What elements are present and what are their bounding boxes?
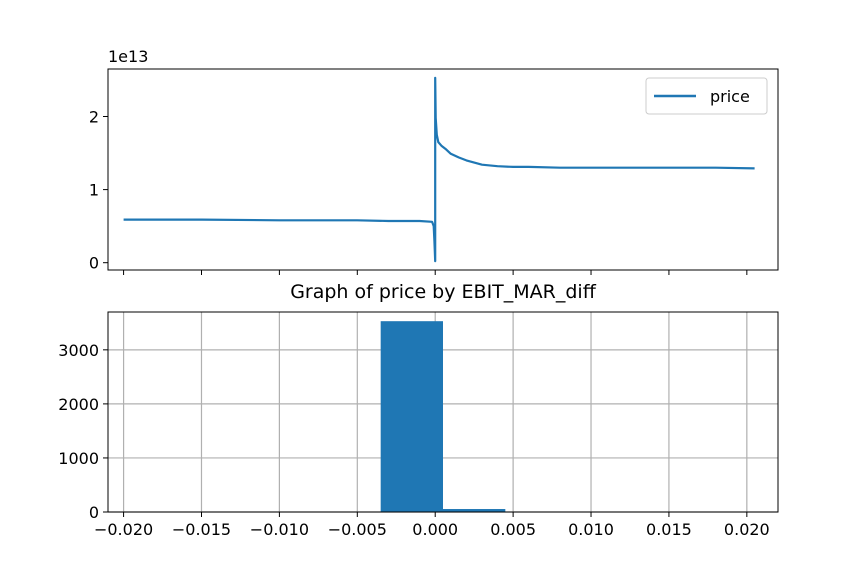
x-tick-label: 0.000 xyxy=(412,520,458,539)
histogram-bar xyxy=(443,509,506,512)
histogram-title: Graph of price by EBIT_MAR_diff xyxy=(290,281,597,303)
x-tick-label: 0.005 xyxy=(490,520,536,539)
y-tick-label: 1000 xyxy=(58,449,99,468)
x-tick-label: 0.010 xyxy=(568,520,614,539)
line-chart-frame xyxy=(107,68,779,271)
legend-label-price: price xyxy=(710,87,750,106)
histogram-bar xyxy=(380,321,443,512)
y-tick-label: 2000 xyxy=(58,395,99,414)
x-tick-label: −0.010 xyxy=(250,520,309,539)
y-tick-label: 2 xyxy=(89,108,99,127)
y-tick-label: 3000 xyxy=(58,341,99,360)
series-line-price xyxy=(123,76,755,263)
x-tick-label: 0.015 xyxy=(646,520,692,539)
x-tick-label: −0.020 xyxy=(94,520,153,539)
y-offset-label: 1e13 xyxy=(108,47,148,66)
line-chart-plot-area: 0 1 2 xyxy=(89,68,779,275)
legend: price xyxy=(645,77,768,115)
histogram-frame xyxy=(107,311,779,513)
histogram-panel: Graph of price by EBIT_MAR_diff 0 1000 200… xyxy=(58,281,779,539)
y-tick-label: 0 xyxy=(89,503,99,522)
x-tick-label: −0.015 xyxy=(172,520,231,539)
y-tick-label: 1 xyxy=(89,181,99,200)
x-tick-label: −0.005 xyxy=(328,520,387,539)
x-tick-label: 0.020 xyxy=(724,520,770,539)
legend-box xyxy=(645,77,768,115)
histogram-plot-area: 0 1000 2000 3000 −0.020 −0.015 −0.010 −0.005 0.0… xyxy=(58,311,779,539)
line-chart-panel: 0 1 2 1e13 price xyxy=(89,47,779,275)
y-tick-label: 0 xyxy=(89,254,99,273)
